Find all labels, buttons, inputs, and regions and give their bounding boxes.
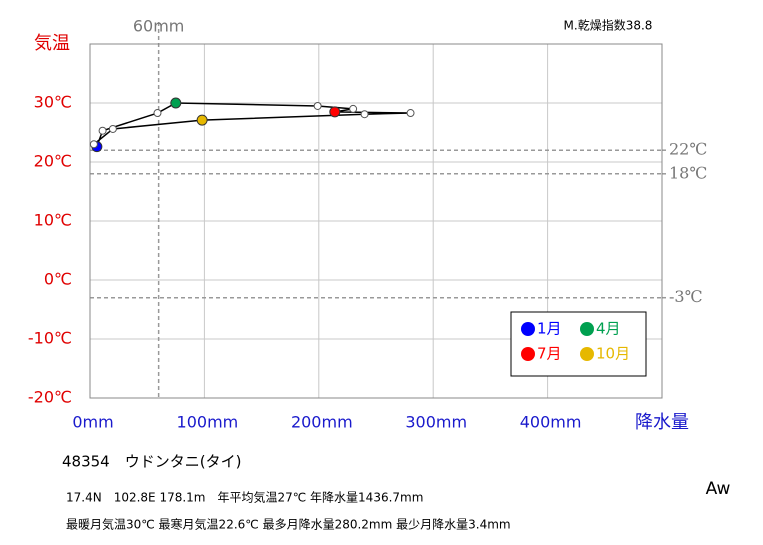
legend-marker <box>580 347 594 361</box>
month-point <box>98 126 107 135</box>
month-point <box>89 140 98 149</box>
month-point <box>329 106 341 118</box>
x-tick-label: 300mm <box>405 413 467 432</box>
month-point <box>196 114 208 126</box>
reference-label: 60mm <box>133 17 185 36</box>
month-point <box>170 97 182 109</box>
month-point <box>349 104 358 113</box>
legend-label: 1月 <box>537 320 562 338</box>
legend-marker <box>580 322 594 336</box>
reference-label: -3℃ <box>669 287 702 306</box>
dryness-index: M.乾燥指数38.8 <box>564 18 653 33</box>
info-line: 最暖月気温30℃ 最寒月気温22.6℃ 最多月降水量280.2mm 最少月降水量… <box>66 517 511 532</box>
y-tick-label: -10℃ <box>28 329 72 348</box>
y-tick-label: 20℃ <box>34 152 72 171</box>
y-tick-label: 0℃ <box>44 270 72 289</box>
reference-label: 18℃ <box>669 163 707 182</box>
y-axis-label: 気温 <box>34 33 70 54</box>
station: 48354 ウドンタニ(タイ) <box>62 453 241 471</box>
y-tick-label: -20℃ <box>28 388 72 407</box>
legend-label: 10月 <box>596 345 630 363</box>
legend-box <box>510 311 647 377</box>
month-point <box>313 101 322 110</box>
x-tick-label: 0mm <box>72 413 113 432</box>
month-point <box>406 109 415 118</box>
x-axis-label: 降水量 <box>635 412 689 433</box>
month-point <box>108 124 117 133</box>
x-tick-label: 400mm <box>520 413 582 432</box>
x-tick-label: 100mm <box>177 413 239 432</box>
y-tick-label: 30℃ <box>34 93 72 112</box>
legend-label: 7月 <box>537 345 562 363</box>
climate-class: Aw <box>706 479 731 499</box>
info-line: 17.4N 102.8E 178.1m 年平均気温27℃ 年降水量1436.7m… <box>66 490 423 505</box>
legend-marker <box>521 347 535 361</box>
plot-border <box>89 43 663 399</box>
month-point <box>360 110 369 119</box>
month-point <box>153 109 162 118</box>
x-tick-label: 200mm <box>291 413 353 432</box>
climate-loop <box>92 102 411 148</box>
y-tick-label: 10℃ <box>34 211 72 230</box>
legend-marker <box>521 322 535 336</box>
legend-label: 4月 <box>596 320 621 338</box>
reference-label: 22℃ <box>669 140 707 159</box>
